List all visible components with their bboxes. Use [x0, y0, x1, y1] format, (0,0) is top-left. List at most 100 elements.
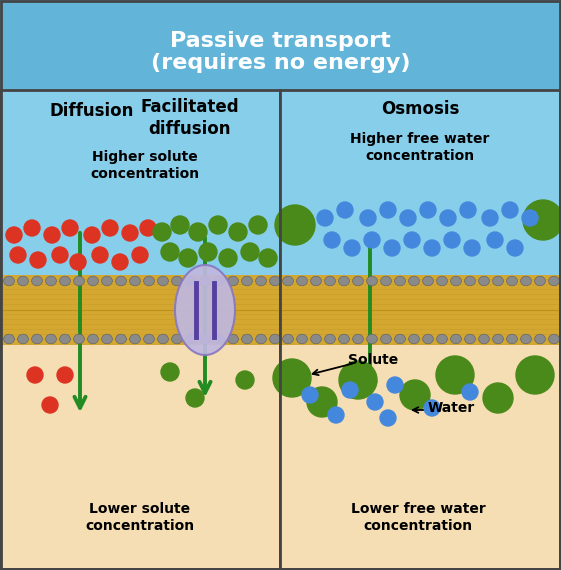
- Ellipse shape: [311, 334, 321, 344]
- Ellipse shape: [549, 334, 559, 344]
- Circle shape: [70, 254, 86, 270]
- Circle shape: [302, 387, 318, 403]
- Text: Solute: Solute: [348, 353, 398, 367]
- Ellipse shape: [479, 276, 489, 286]
- Ellipse shape: [214, 276, 224, 286]
- Ellipse shape: [450, 334, 461, 344]
- Circle shape: [364, 232, 380, 248]
- Ellipse shape: [3, 276, 15, 286]
- Ellipse shape: [186, 334, 196, 344]
- Circle shape: [186, 389, 204, 407]
- Circle shape: [132, 247, 148, 263]
- Ellipse shape: [297, 276, 307, 286]
- Ellipse shape: [130, 276, 140, 286]
- Circle shape: [339, 361, 377, 399]
- Circle shape: [462, 384, 478, 400]
- Circle shape: [367, 394, 383, 410]
- Ellipse shape: [339, 276, 350, 286]
- Ellipse shape: [73, 276, 84, 286]
- Text: Water: Water: [428, 401, 475, 415]
- Text: Diffusion: Diffusion: [50, 102, 135, 120]
- Circle shape: [102, 220, 118, 236]
- Ellipse shape: [465, 334, 475, 344]
- Circle shape: [275, 205, 315, 245]
- Ellipse shape: [283, 276, 293, 286]
- Circle shape: [482, 210, 498, 226]
- Bar: [281, 345, 559, 568]
- Circle shape: [161, 363, 179, 381]
- Ellipse shape: [144, 334, 154, 344]
- Ellipse shape: [116, 334, 126, 344]
- Ellipse shape: [116, 276, 126, 286]
- Circle shape: [44, 227, 60, 243]
- Ellipse shape: [59, 276, 70, 286]
- Circle shape: [487, 232, 503, 248]
- Circle shape: [328, 407, 344, 423]
- Ellipse shape: [158, 334, 168, 344]
- Circle shape: [324, 232, 340, 248]
- Circle shape: [444, 232, 460, 248]
- Circle shape: [342, 382, 358, 398]
- Circle shape: [179, 249, 197, 267]
- Circle shape: [440, 210, 456, 226]
- Circle shape: [112, 254, 128, 270]
- Circle shape: [62, 220, 78, 236]
- Circle shape: [241, 243, 259, 261]
- Circle shape: [24, 220, 40, 236]
- Ellipse shape: [102, 276, 112, 286]
- Circle shape: [171, 216, 189, 234]
- Ellipse shape: [465, 276, 475, 286]
- Ellipse shape: [256, 276, 266, 286]
- Circle shape: [424, 400, 440, 416]
- Circle shape: [52, 247, 68, 263]
- Text: Higher solute
concentration: Higher solute concentration: [90, 150, 200, 181]
- Ellipse shape: [507, 276, 517, 286]
- Circle shape: [516, 356, 554, 394]
- Bar: [281, 310, 559, 345]
- Circle shape: [199, 243, 217, 261]
- Circle shape: [317, 210, 333, 226]
- Circle shape: [424, 240, 440, 256]
- Ellipse shape: [521, 276, 531, 286]
- Ellipse shape: [339, 334, 350, 344]
- Ellipse shape: [353, 276, 364, 286]
- Circle shape: [460, 202, 476, 218]
- Circle shape: [464, 240, 480, 256]
- Ellipse shape: [242, 276, 252, 286]
- Ellipse shape: [31, 334, 43, 344]
- Circle shape: [436, 356, 474, 394]
- Ellipse shape: [242, 334, 252, 344]
- Ellipse shape: [325, 276, 335, 286]
- Ellipse shape: [450, 276, 461, 286]
- Ellipse shape: [17, 334, 29, 344]
- Ellipse shape: [325, 334, 335, 344]
- Ellipse shape: [256, 334, 266, 344]
- Circle shape: [229, 223, 247, 241]
- Text: Passive transport: Passive transport: [170, 31, 391, 51]
- Ellipse shape: [3, 334, 15, 344]
- Bar: [2, 90, 279, 275]
- Circle shape: [236, 371, 254, 389]
- Ellipse shape: [408, 334, 420, 344]
- Circle shape: [161, 243, 179, 261]
- Ellipse shape: [73, 334, 84, 344]
- Text: (requires no energy): (requires no energy): [151, 53, 410, 73]
- Ellipse shape: [186, 276, 196, 286]
- Bar: [281, 90, 559, 275]
- Circle shape: [30, 252, 46, 268]
- Circle shape: [42, 397, 58, 413]
- Circle shape: [307, 387, 337, 417]
- Ellipse shape: [283, 334, 293, 344]
- Circle shape: [344, 240, 360, 256]
- Circle shape: [84, 227, 100, 243]
- Circle shape: [57, 367, 73, 383]
- Ellipse shape: [88, 276, 98, 286]
- Ellipse shape: [172, 276, 182, 286]
- Circle shape: [400, 380, 430, 410]
- Ellipse shape: [422, 334, 434, 344]
- Circle shape: [140, 220, 156, 236]
- Ellipse shape: [297, 334, 307, 344]
- Circle shape: [92, 247, 108, 263]
- Circle shape: [209, 216, 227, 234]
- Text: Osmosis: Osmosis: [381, 100, 459, 118]
